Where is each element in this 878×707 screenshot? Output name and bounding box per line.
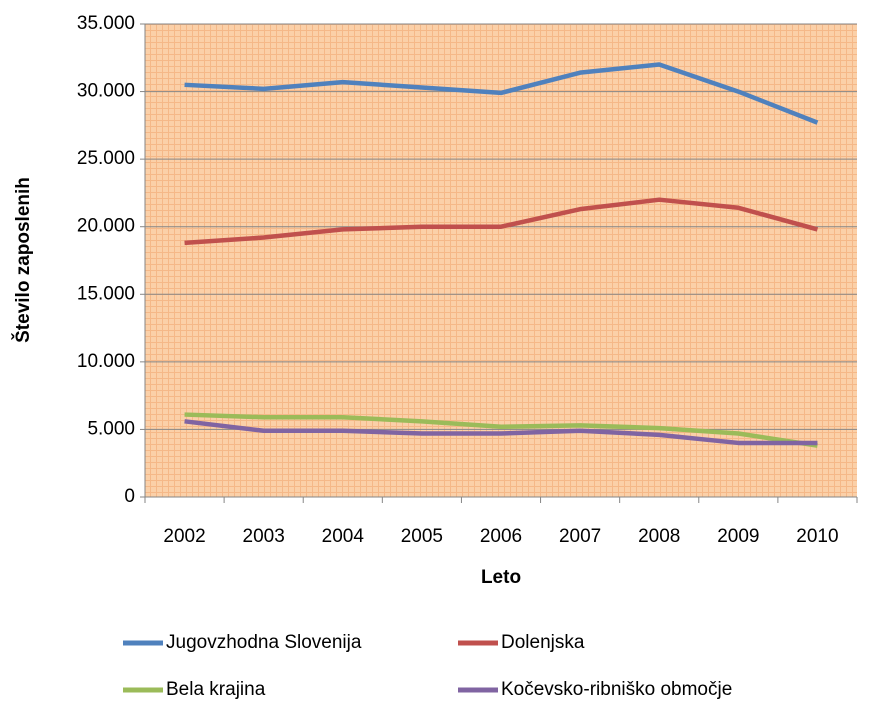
legend-label: Jugovzhodna Slovenija <box>166 632 362 653</box>
y-tick-label: 10.000 <box>77 351 135 372</box>
series-line <box>184 419 818 446</box>
y-tick-label: 20.000 <box>77 216 135 237</box>
y-tick-label: 25.000 <box>77 148 135 169</box>
x-axis-title: Leto <box>481 567 521 588</box>
x-tick-label: 2009 <box>717 526 759 547</box>
x-tick-label: 2003 <box>243 526 285 547</box>
y-tick-label: 5.000 <box>87 418 135 439</box>
x-tick-label: 2010 <box>796 526 838 547</box>
legend-label: Bela krajina <box>166 679 266 700</box>
y-tick-label: 35.000 <box>77 13 135 34</box>
series-line <box>184 62 819 125</box>
y-tick-label: 0 <box>124 486 135 507</box>
x-tick-label: 2008 <box>638 526 680 547</box>
x-tick-label: 2002 <box>163 526 205 547</box>
x-tick-label: 2007 <box>559 526 601 547</box>
y-tick-label: 30.000 <box>77 81 135 102</box>
x-tick-label: 2006 <box>480 526 522 547</box>
x-tick-label: 2004 <box>322 526 365 547</box>
x-tick-label: 2005 <box>401 526 443 547</box>
legend-label: Kočevsko-ribniško območje <box>501 679 732 700</box>
series-line <box>184 197 819 246</box>
series-line <box>184 412 818 448</box>
y-axis-title: Število zaposlenih <box>12 177 34 343</box>
y-tick-label: 15.000 <box>77 283 135 304</box>
legend-label: Dolenjska <box>501 632 585 653</box>
